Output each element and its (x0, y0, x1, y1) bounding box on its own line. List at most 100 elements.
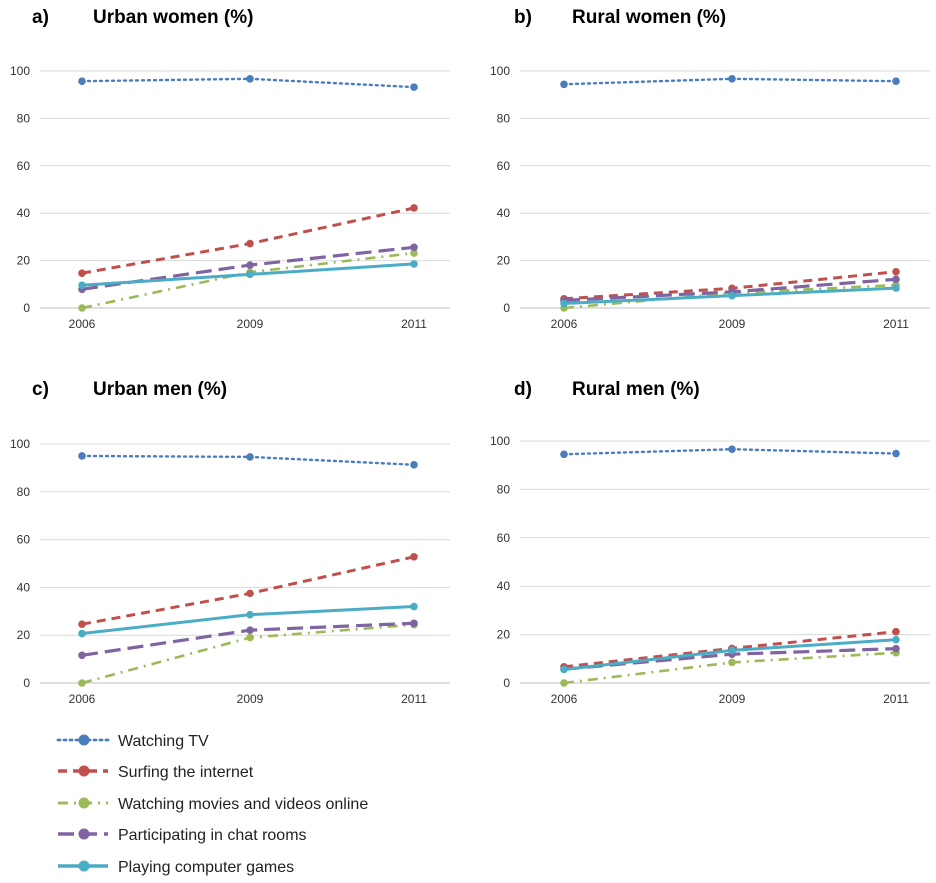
data-point-chat (892, 275, 900, 284)
x-tick-label: 2006 (551, 317, 578, 331)
x-tick-label: 2009 (237, 692, 264, 706)
x-tick-label: 2009 (719, 317, 746, 331)
x-tick-label: 2006 (69, 317, 96, 331)
data-point-movies (78, 304, 86, 312)
data-point-movies (560, 679, 568, 687)
data-point-chat (246, 261, 254, 269)
panel-title: Urban men (%) (93, 379, 227, 400)
data-point-chat (410, 243, 418, 252)
y-tick-label: 80 (17, 111, 31, 125)
data-point-games (78, 281, 86, 290)
data-point-tv (410, 460, 418, 469)
y-tick-label: 20 (17, 254, 31, 268)
series-line-movies (81, 623, 415, 685)
legend-item-movies: Watching movies and videos online (58, 796, 368, 813)
data-point-games (560, 299, 568, 308)
data-point-games (410, 260, 418, 268)
chart-legend: Watching TV Surfing the internet Watching … (56, 733, 368, 876)
y-tick-label: 20 (497, 254, 511, 268)
data-point-tv (892, 77, 900, 85)
data-point-games (892, 284, 900, 292)
data-point-internet (410, 553, 418, 561)
y-tick-label: 40 (497, 206, 511, 220)
y-tick-label: 0 (23, 301, 30, 315)
legend-item-internet: Surfing the internet (58, 764, 254, 781)
data-point-games (560, 665, 568, 674)
legend-swatch-marker (78, 828, 90, 840)
y-tick-label: 80 (17, 485, 31, 499)
y-tick-label: 60 (17, 533, 31, 547)
legend-label: Participating in chat rooms (118, 827, 307, 844)
x-tick-label: 2011 (883, 692, 909, 706)
chart-panel: c) Urban men (%) 0 20 40 60 80 100 2006 2009 2011 (10, 379, 450, 706)
legend-label: Watching movies and videos online (118, 796, 368, 813)
data-point-movies (78, 679, 86, 687)
data-point-tv (78, 452, 86, 460)
data-point-internet (78, 269, 86, 277)
y-tick-label: 40 (17, 580, 31, 594)
x-tick-label: 2011 (401, 317, 427, 331)
data-point-internet (78, 620, 86, 629)
x-tick-label: 2011 (883, 317, 909, 331)
data-point-chat (78, 651, 86, 660)
y-tick-label: 60 (497, 159, 511, 173)
legend-swatch-marker (78, 797, 90, 809)
x-tick-label: 2009 (719, 692, 746, 706)
x-tick-label: 2011 (401, 692, 427, 706)
data-point-movies (410, 249, 418, 257)
y-tick-label: 0 (503, 301, 510, 315)
data-point-internet (246, 239, 254, 248)
chart-panel: a) Urban women (%) 0 20 40 60 80 100 2006 2009 201… (10, 7, 450, 331)
y-tick-label: 80 (497, 482, 511, 496)
panel-letter: b) (514, 7, 532, 28)
data-point-chat (246, 626, 254, 634)
data-point-games (78, 629, 86, 638)
y-tick-label: 100 (10, 437, 30, 451)
legend-swatch-marker (78, 765, 90, 777)
legend-label: Surfing the internet (118, 764, 254, 781)
data-point-tv (78, 77, 86, 85)
panel-letter: d) (514, 379, 532, 400)
data-point-movies (728, 658, 736, 667)
panel-letter: a) (32, 7, 49, 28)
y-tick-label: 60 (17, 159, 31, 173)
y-tick-label: 80 (497, 111, 511, 125)
chart-panel: d) Rural men (%) 0 20 40 60 80 100 2006 2009 2011 (490, 379, 930, 706)
y-tick-label: 20 (17, 628, 31, 642)
data-point-games (410, 602, 418, 611)
y-tick-label: 100 (490, 64, 510, 78)
x-tick-label: 2009 (237, 317, 264, 331)
data-point-chat (410, 619, 418, 628)
legend-item-tv: Watching TV (56, 733, 209, 750)
panel-letter: c) (32, 379, 49, 400)
legend-item-games: Playing computer games (58, 859, 294, 876)
data-point-chat (892, 644, 900, 653)
legend-swatch-marker (78, 734, 90, 746)
y-tick-label: 0 (503, 676, 510, 690)
x-tick-label: 2006 (551, 692, 578, 706)
data-point-tv (560, 80, 568, 89)
data-point-games (728, 291, 736, 300)
data-point-internet (892, 627, 900, 636)
data-point-games (246, 610, 254, 619)
legend-label: Watching TV (118, 733, 209, 750)
y-tick-label: 100 (490, 434, 510, 448)
panel-title: Rural men (%) (572, 379, 700, 400)
data-point-games (892, 635, 900, 644)
data-point-movies (246, 633, 254, 642)
data-point-tv (560, 450, 568, 459)
legend-item-chat: Participating in chat rooms (58, 827, 307, 844)
data-point-games (728, 646, 736, 655)
x-tick-label: 2006 (69, 692, 96, 706)
data-point-tv (410, 83, 418, 91)
data-point-tv (728, 75, 736, 83)
data-point-tv (246, 75, 254, 83)
legend-label: Playing computer games (118, 859, 294, 876)
data-point-internet (410, 204, 418, 212)
panel-title: Urban women (%) (93, 7, 253, 28)
panel-title: Rural women (%) (572, 7, 726, 28)
y-tick-label: 40 (497, 579, 511, 593)
data-point-tv (728, 445, 736, 454)
